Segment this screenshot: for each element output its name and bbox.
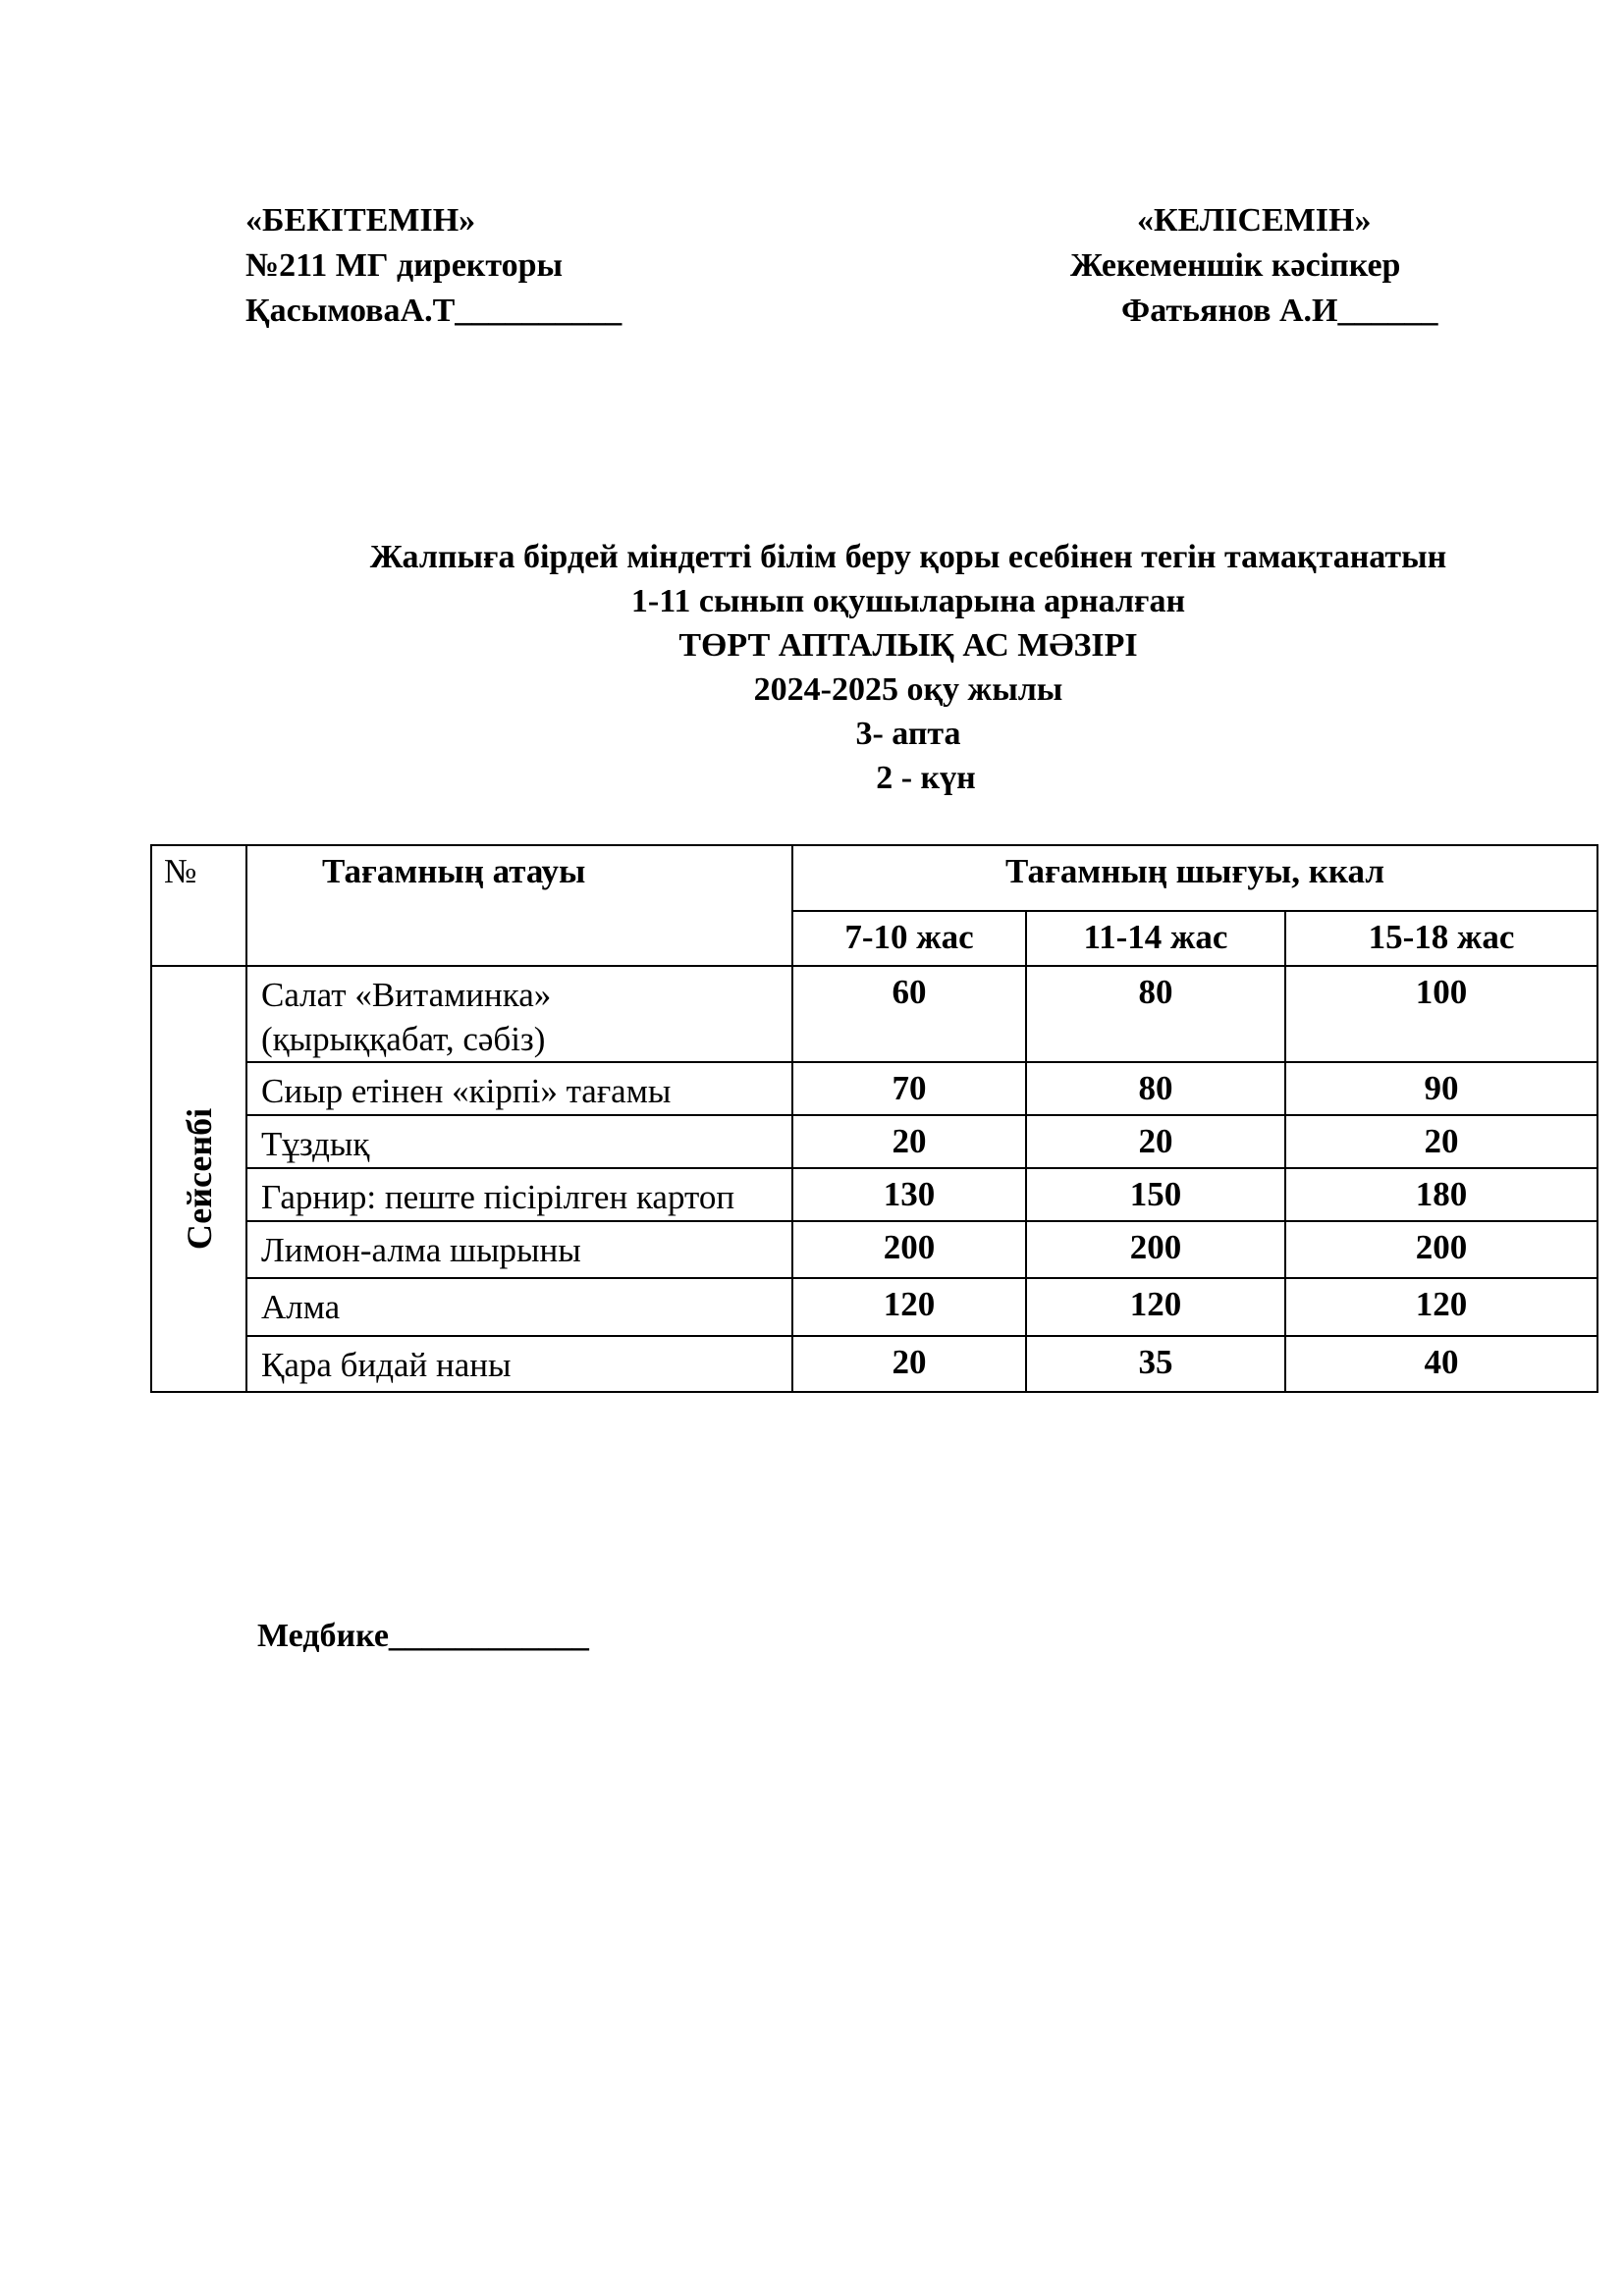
kcal-value: 130 — [791, 1167, 1027, 1222]
approval-right: «КЕЛІСЕМІН» Жекеменшік кәсіпкер Фатьянов… — [1070, 198, 1438, 334]
kcal-value: 80 — [1025, 1061, 1286, 1116]
kcal-value: 200 — [1284, 1220, 1598, 1279]
kcal-value: 120 — [791, 1277, 1027, 1337]
kcal-value: 70 — [791, 1061, 1027, 1116]
kcal-value: 150 — [1025, 1167, 1286, 1222]
title-line5: 3- апта — [855, 716, 961, 752]
table-row: Сиыр етінен «кірпі» тағамы 70 80 90 — [151, 1061, 1598, 1116]
table-row: Сейсенбі Салат «Витаминка» (қырыққабат, с… — [150, 965, 1598, 1393]
kcal-value: 200 — [1025, 1220, 1286, 1279]
kcal-value: 40 — [1284, 1335, 1598, 1393]
header-name: Тағамның атауы — [245, 844, 793, 967]
header-yield: Тағамның шығуы, ккал — [791, 844, 1598, 912]
title-line4: 2024-2025 оқу жылы — [753, 671, 1063, 708]
dish-name: Гарнир: пеште пісірілген картоп — [245, 1167, 793, 1222]
dish-name: Қара бидай наны — [245, 1335, 793, 1393]
nurse-signature: Медбике____________ — [257, 1618, 589, 1654]
table-row: Тұздық 20 20 20 — [151, 1114, 1598, 1169]
approval-left-line1: «БЕКІТЕМІН» — [245, 202, 476, 239]
header-no: № — [150, 844, 247, 967]
dish-name: Лимон-алма шырыны — [245, 1220, 793, 1279]
approval-left: «БЕКІТЕМІН» №211 МГ директоры ҚасымоваА.… — [245, 198, 622, 334]
table-row: Алма 120 120 120 — [151, 1277, 1598, 1337]
kcal-value: 180 — [1284, 1167, 1598, 1222]
kcal-value: 20 — [1025, 1114, 1286, 1169]
kcal-value: 20 — [1284, 1114, 1598, 1169]
title-line3: ТӨРТ АПТАЛЫҚ АС МӘЗІРІ — [678, 627, 1138, 664]
dish-name: Тұздық — [245, 1114, 793, 1169]
approval-left-line2: №211 МГ директоры — [245, 247, 564, 284]
approval-right-line1: «КЕЛІСЕМІН» — [1137, 202, 1372, 239]
approval-right-line3: Фатьянов А.И______ — [1121, 293, 1438, 329]
kcal-value: 20 — [791, 1114, 1027, 1169]
header-age-2: 11-14 жас — [1025, 910, 1286, 967]
day-cell: Сейсенбі — [150, 965, 247, 1393]
kcal-value: 200 — [791, 1220, 1027, 1279]
day-label: Сейсенбі — [179, 1107, 219, 1251]
kcal-value: 35 — [1025, 1335, 1286, 1393]
title-line1: Жалпыға бірдей міндетті білім беру қоры … — [369, 539, 1447, 575]
header-age-3: 15-18 жас — [1284, 910, 1598, 967]
dish-name: Сиыр етінен «кірпі» тағамы — [245, 1061, 793, 1116]
kcal-value: 90 — [1284, 1061, 1598, 1116]
kcal-value: 120 — [1284, 1277, 1598, 1337]
kcal-value: 80 — [1025, 965, 1286, 1063]
dish-name: Алма — [245, 1277, 793, 1337]
kcal-value: 100 — [1284, 965, 1598, 1063]
menu-table: № Тағамның атауы Тағамның шығуы, ккал 7-… — [150, 844, 1598, 1393]
title-line6: 2 - күн — [876, 760, 976, 796]
kcal-value: 60 — [791, 965, 1027, 1063]
header-age-1: 7-10 жас — [791, 910, 1027, 967]
table-row: Гарнир: пеште пісірілген картоп 130 150 180 — [151, 1167, 1598, 1222]
approval-left-line3: ҚасымоваА.Т__________ — [245, 293, 623, 329]
title-line2: 1-11 сынып оқушыларына арналған — [630, 583, 1186, 619]
dish-name: Салат «Витаминка» (қырыққабат, сәбіз) — [245, 965, 793, 1063]
approval-right-line2: Жекеменшік кәсіпкер — [1070, 247, 1401, 284]
table-row: Лимон-алма шырыны 200 200 200 — [151, 1220, 1598, 1279]
kcal-value: 120 — [1025, 1277, 1286, 1337]
table-row: Қара бидай наны 20 35 40 — [151, 1335, 1598, 1393]
kcal-value: 20 — [791, 1335, 1027, 1393]
